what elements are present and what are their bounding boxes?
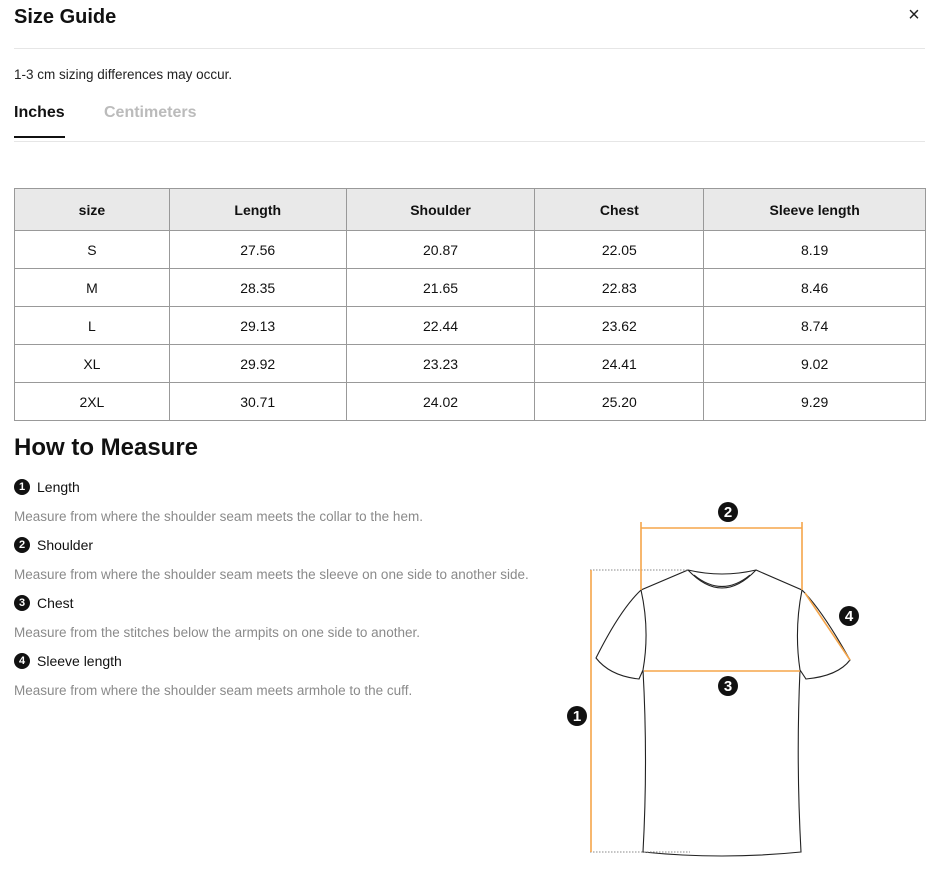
table-row: 2XL 30.71 24.02 25.20 9.29 bbox=[14, 382, 926, 421]
marker-2: 2 bbox=[718, 502, 738, 522]
column-header: Shoulder bbox=[345, 188, 536, 231]
table-row: XL 29.92 23.23 24.41 9.02 bbox=[14, 344, 926, 383]
table-cell: 25.20 bbox=[534, 382, 705, 421]
table-cell: 2XL bbox=[14, 382, 170, 421]
sizing-note: 1-3 cm sizing differences may occur. bbox=[14, 67, 233, 82]
measure-description: Measure from where the shoulder seam mee… bbox=[14, 683, 413, 698]
table-cell: 22.44 bbox=[345, 306, 536, 345]
table-row: L 29.13 22.44 23.62 8.74 bbox=[14, 306, 926, 345]
table-cell: XL bbox=[14, 344, 170, 383]
measure-lines bbox=[590, 522, 851, 852]
table-row: M 28.35 21.65 22.83 8.46 bbox=[14, 268, 926, 307]
measure-description: Measure from the stitches below the armp… bbox=[14, 625, 420, 640]
tab-inches[interactable]: Inches bbox=[14, 104, 65, 138]
length-guides bbox=[590, 569, 690, 853]
measure-description: Measure from where the shoulder seam mee… bbox=[14, 567, 529, 582]
measure-label: Shoulder bbox=[37, 537, 94, 553]
marker-1: 1 bbox=[567, 706, 587, 726]
table-cell: 29.13 bbox=[168, 306, 347, 345]
table-cell: 24.41 bbox=[534, 344, 705, 383]
measure-label: Sleeve length bbox=[37, 653, 122, 669]
tshirt-outline bbox=[595, 569, 851, 857]
svg-text:2: 2 bbox=[724, 504, 732, 521]
table-cell: 9.02 bbox=[703, 344, 926, 383]
how-to-measure-title: How to Measure bbox=[14, 434, 199, 461]
table-cell: 8.74 bbox=[703, 306, 926, 345]
close-icon[interactable]: × bbox=[908, 4, 920, 26]
column-header: Chest bbox=[534, 188, 705, 231]
number-badge-icon: 2 bbox=[14, 537, 30, 553]
measure-label: Chest bbox=[37, 595, 74, 611]
table-cell: 29.92 bbox=[168, 344, 347, 383]
dialog-title: Size Guide bbox=[14, 6, 117, 28]
table-cell: 24.02 bbox=[345, 382, 536, 421]
table-cell: L bbox=[14, 306, 170, 345]
column-header: size bbox=[14, 188, 170, 231]
svg-text:4: 4 bbox=[845, 608, 854, 625]
measure-description: Measure from where the shoulder seam mee… bbox=[14, 509, 423, 524]
table-cell: M bbox=[14, 268, 170, 307]
measure-item: 2 Shoulder bbox=[14, 537, 93, 553]
table-cell: S bbox=[14, 230, 170, 269]
number-badge-icon: 3 bbox=[14, 595, 30, 611]
table-cell: 21.65 bbox=[345, 268, 536, 307]
size-table: size Length Shoulder Chest Sleeve length… bbox=[14, 188, 926, 421]
table-header-row: size Length Shoulder Chest Sleeve length bbox=[14, 188, 926, 231]
measure-item: 3 Chest bbox=[14, 595, 74, 611]
number-badge-icon: 1 bbox=[14, 479, 30, 495]
measure-item: 1 Length bbox=[14, 479, 80, 495]
table-cell: 23.23 bbox=[345, 344, 536, 383]
column-header: Length bbox=[168, 188, 347, 231]
table-cell: 28.35 bbox=[168, 268, 347, 307]
table-cell: 22.05 bbox=[534, 230, 705, 269]
table-cell: 22.83 bbox=[534, 268, 705, 307]
svg-text:3: 3 bbox=[724, 678, 732, 695]
table-cell: 27.56 bbox=[168, 230, 347, 269]
table-row: S 27.56 20.87 22.05 8.19 bbox=[14, 230, 926, 269]
table-cell: 20.87 bbox=[345, 230, 536, 269]
tshirt-diagram: 1 2 3 4 bbox=[567, 502, 859, 857]
marker-3: 3 bbox=[718, 676, 738, 696]
svg-text:1: 1 bbox=[573, 708, 581, 725]
number-badge-icon: 4 bbox=[14, 653, 30, 669]
marker-4: 4 bbox=[839, 606, 859, 626]
table-cell: 8.19 bbox=[703, 230, 926, 269]
table-cell: 8.46 bbox=[703, 268, 926, 307]
tab-centimeters[interactable]: Centimeters bbox=[104, 104, 197, 121]
table-cell: 9.29 bbox=[703, 382, 926, 421]
divider bbox=[14, 48, 925, 49]
unit-tabs: Inches Centimeters bbox=[14, 104, 925, 142]
column-header: Sleeve length bbox=[703, 188, 926, 231]
measure-label: Length bbox=[37, 479, 80, 495]
measure-item: 4 Sleeve length bbox=[14, 653, 122, 669]
table-cell: 30.71 bbox=[168, 382, 347, 421]
table-cell: 23.62 bbox=[534, 306, 705, 345]
